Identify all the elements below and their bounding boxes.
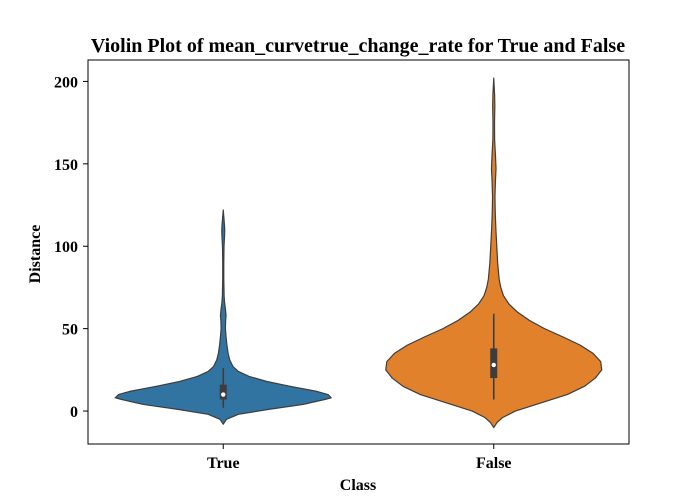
y-tick-label: 150 xyxy=(54,157,78,174)
x-tick-label: False xyxy=(476,455,512,472)
plot-area: 0 50 100 150 200 True False xyxy=(54,74,603,472)
y-axis-label: Distance xyxy=(27,225,44,284)
violin-true xyxy=(114,209,332,425)
x-axis-label: Class xyxy=(340,477,376,494)
x-tick-label: True xyxy=(207,455,240,472)
violin-false xyxy=(385,77,603,429)
y-tick-label: 50 xyxy=(62,322,78,339)
median-marker-true xyxy=(221,392,226,397)
plot-frame xyxy=(87,59,630,445)
y-tick-label: 100 xyxy=(54,239,78,256)
median-marker-false xyxy=(491,362,496,368)
iqr-box-true xyxy=(219,384,227,400)
y-tick-label: 200 xyxy=(54,74,78,91)
chart-title: Violin Plot of mean_curvetrue_change_rat… xyxy=(91,35,625,57)
y-tick-label: 0 xyxy=(70,404,78,421)
